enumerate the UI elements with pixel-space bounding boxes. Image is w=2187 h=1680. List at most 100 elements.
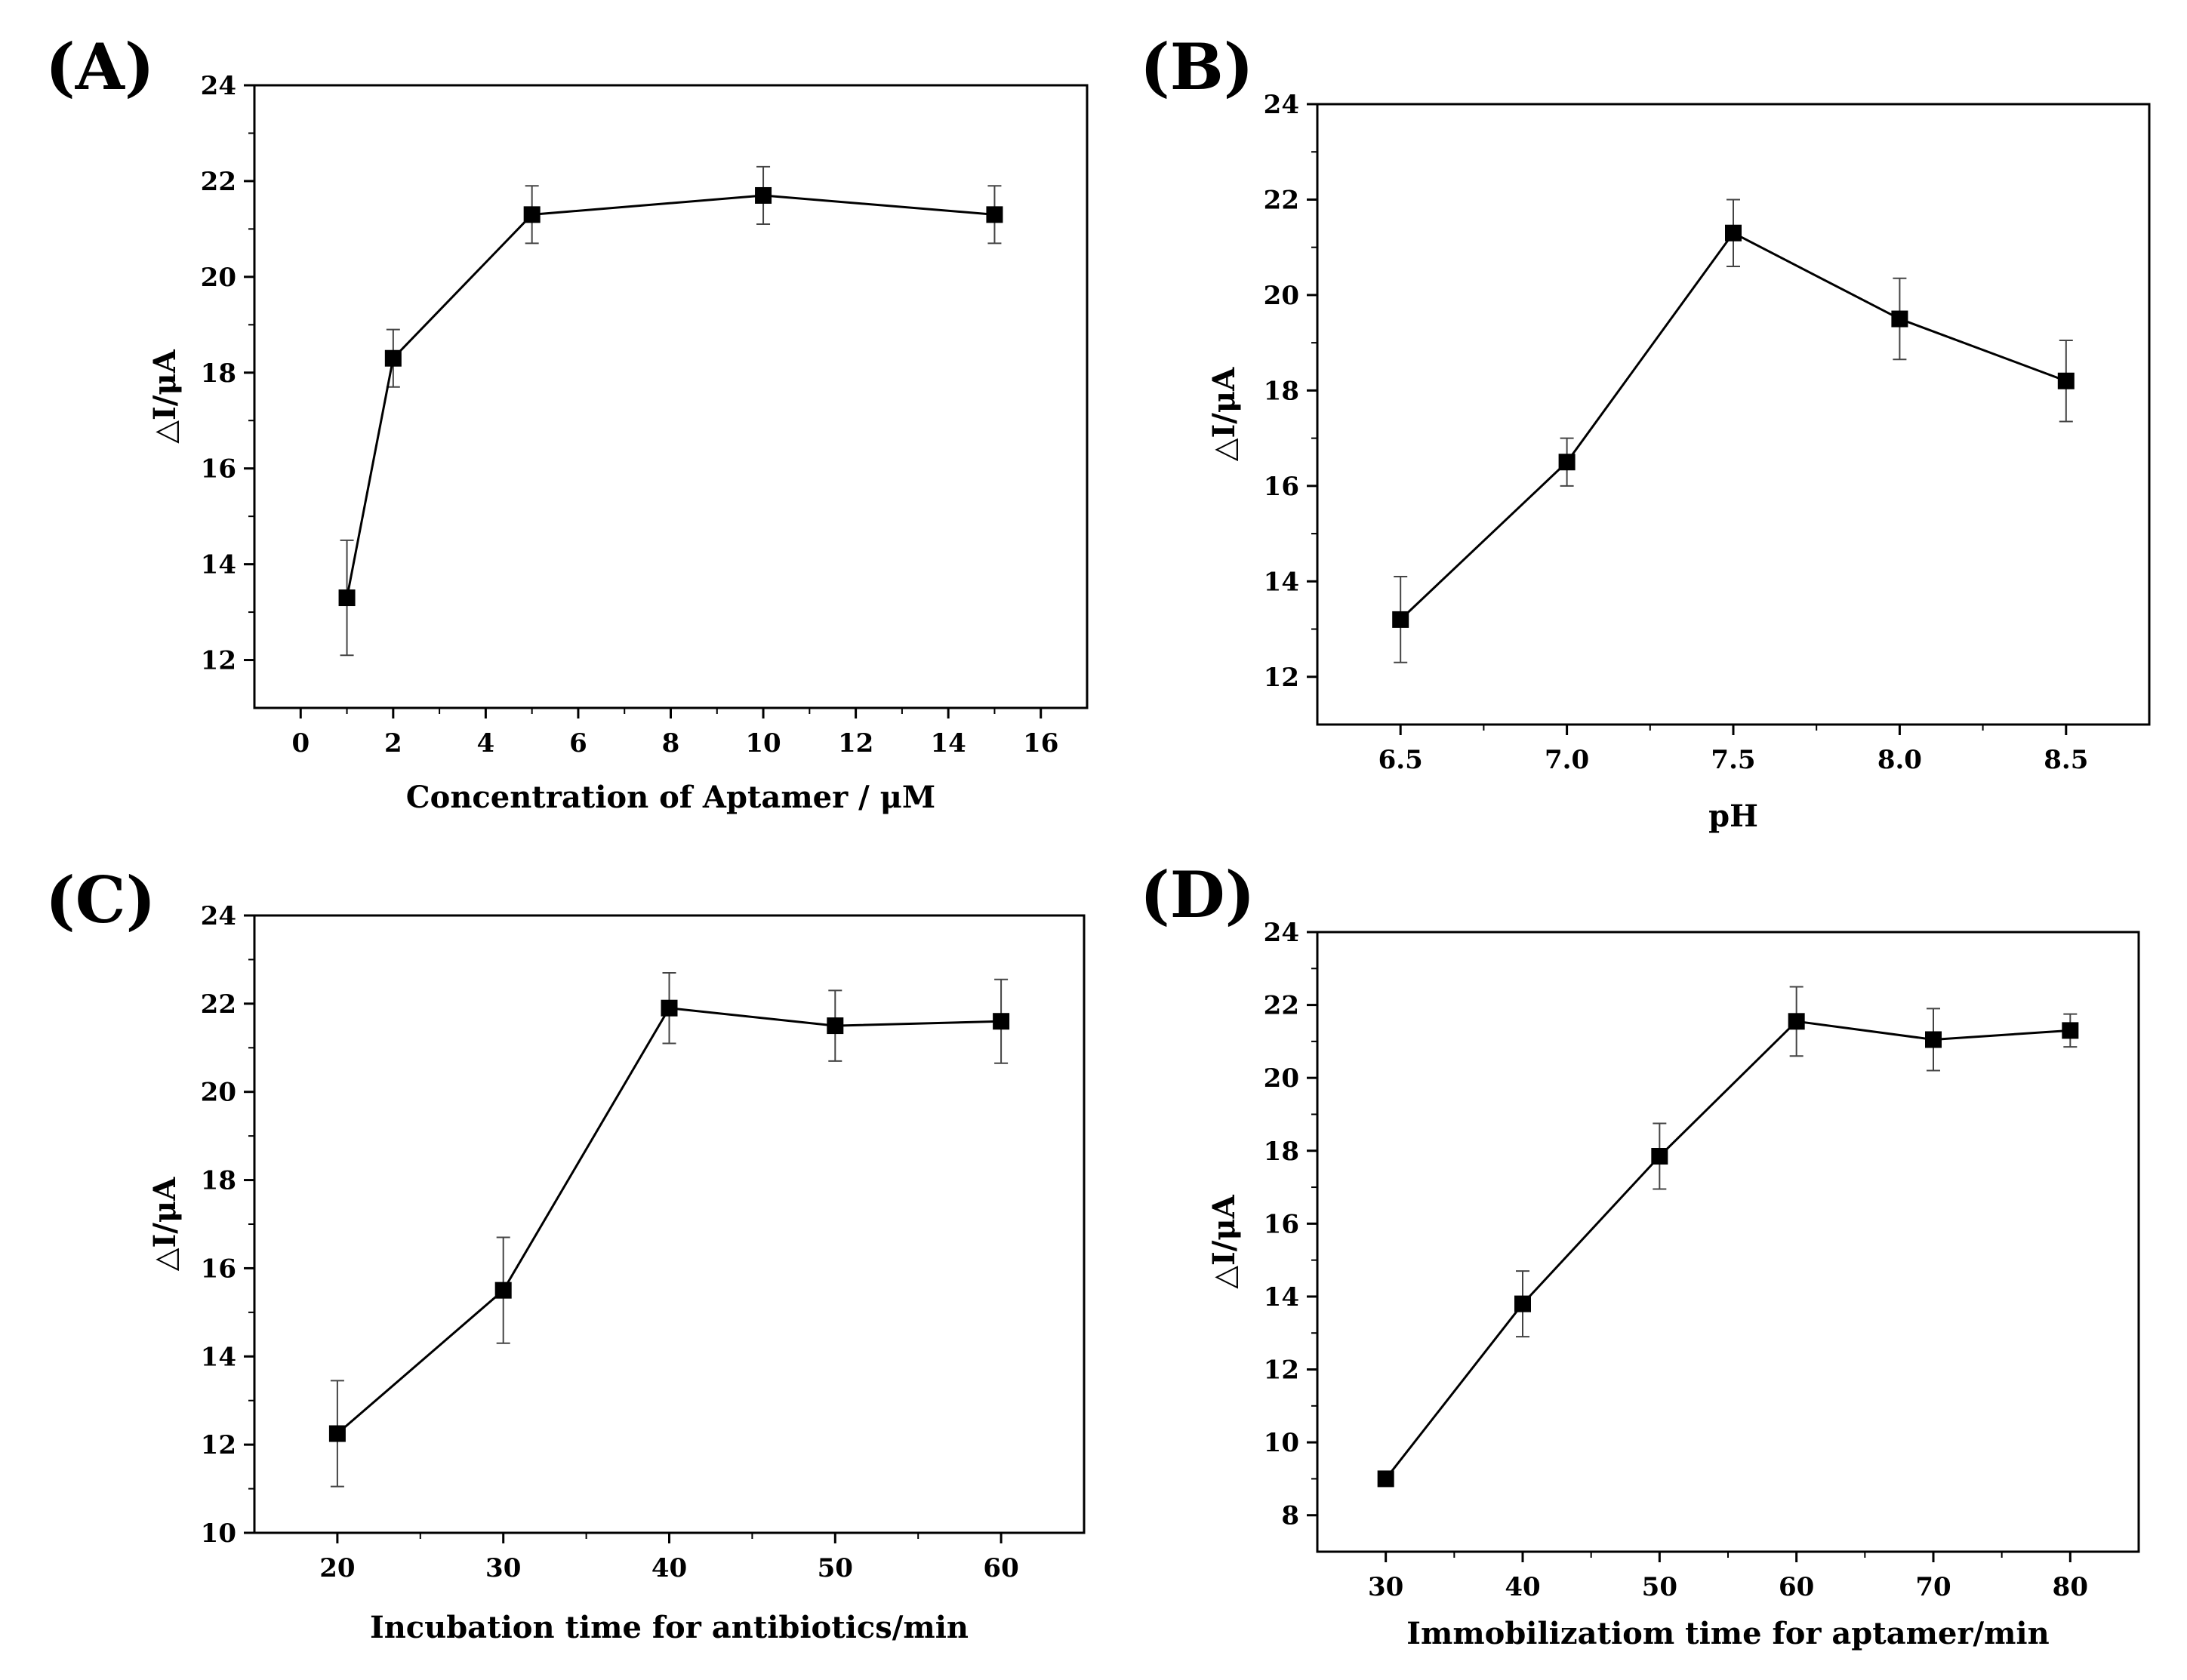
chart-3-xtick-label: 40: [1505, 1572, 1540, 1602]
chart-3-ytick-label: 20: [1264, 1063, 1299, 1094]
panel-b-label: (B): [1140, 29, 1254, 104]
chart-2-ytick-label: 14: [201, 1342, 236, 1372]
chart-c: 20 30 40 50 60 10 12 14 16 18 20 22 24 Incubation tim…: [147, 901, 1086, 1645]
chart-0-data-point: [986, 206, 1003, 223]
chart-3-frame: [1316, 931, 2140, 1553]
chart-3-ytick-label: 10: [1264, 1428, 1299, 1458]
chart-0-xtick-label: 0: [291, 728, 310, 758]
chart-0-ytick-label: 22: [201, 167, 236, 197]
chart-3-data-point: [1788, 1013, 1805, 1030]
panel-c-label: (C): [45, 863, 156, 937]
chart-2-data-point: [328, 1425, 346, 1442]
panel-d-label: (D): [1140, 857, 1255, 932]
chart-1-xtick-label: 8.5: [2044, 745, 2088, 775]
chart-1-frame: [1316, 103, 2151, 726]
chart-3-ytick-label: 24: [1264, 918, 1299, 948]
chart-1-ytick-label: 20: [1264, 281, 1299, 311]
chart-1-x-axis-title: pH: [1708, 798, 1758, 834]
chart-2-data-point: [993, 1013, 1010, 1030]
chart-0-ytick-label: 16: [201, 454, 236, 485]
panel-a: (A) 0 2 4 6 8 10 12 14 1612141618202224Concentra…: [45, 29, 1089, 815]
chart-1-xtick-label: 6.5: [1378, 745, 1423, 775]
chart-2-ytick-label: 16: [201, 1254, 236, 1284]
chart-2-ytick-label: 10: [201, 1518, 236, 1549]
chart-3-data-point: [2062, 1022, 2079, 1039]
chart-2-x-axis-title: Incubation time for antibiotics/min: [370, 1610, 969, 1645]
chart-0-data-point: [523, 206, 541, 223]
chart-3-ytick-label: 16: [1264, 1209, 1299, 1239]
chart-3-xtick-label: 70: [1915, 1572, 1951, 1602]
chart-3-ytick-label: 18: [1264, 1137, 1299, 1167]
chart-3-ytick-label: 22: [1264, 991, 1299, 1021]
chart-1-data-point: [1392, 611, 1409, 628]
chart-3-ytick-label: 14: [1264, 1282, 1299, 1312]
panel-a-label: (A): [45, 29, 155, 104]
chart-1-data-point: [2057, 372, 2075, 389]
chart-3-ytick-label: 8: [1281, 1501, 1299, 1531]
chart-2-data-point: [494, 1282, 512, 1299]
chart-1-xtick-label: 7.5: [1711, 745, 1755, 775]
chart-1-xtick-label: 8.0: [1877, 745, 1922, 775]
chart-2-xtick-label: 50: [818, 1553, 853, 1583]
chart-3-x-axis-title: Immobilizatiom time for aptamer/min: [1406, 1616, 2049, 1651]
chart-3-xtick-label: 50: [1642, 1572, 1677, 1602]
chart-2-xtick-label: 40: [651, 1553, 687, 1583]
panel-c: (C) 20 30 40 50 60 10 12 14 16 18 20 22 24 Incubation…: [45, 863, 1086, 1645]
chart-1-data-point: [1891, 310, 1908, 328]
chart-0-xtick-label: 10: [745, 728, 781, 758]
chart-3-data-point: [1925, 1031, 1942, 1048]
chart-b: 6.5 7.0 7.5 8.0 8.5 12 14 16 18 20 22 24 pH △I/μA: [1206, 90, 2151, 834]
chart-2-y-axis-title: △I/μA: [147, 1177, 183, 1271]
chart-2-ytick-label: 18: [201, 1166, 236, 1196]
chart-0-series-line: [346, 194, 995, 598]
panel-b: (B) 6.5 7.0 7.5 8.0 8.5 12 14 16 18 20 22 24 pH △I/μA: [1140, 29, 2151, 834]
chart-3-xtick-label: 30: [1368, 1572, 1403, 1602]
chart-2-ytick-label: 12: [201, 1430, 236, 1460]
chart-0-ytick-label: 18: [201, 358, 236, 389]
chart-3-data-point: [1377, 1470, 1394, 1488]
chart-0-ytick-label: 12: [201, 646, 236, 676]
chart-2-data-point: [827, 1017, 844, 1035]
chart-2-xtick-label: 60: [983, 1553, 1018, 1583]
chart-0-xtick-label: 12: [838, 728, 873, 758]
chart-0-data-point: [338, 589, 356, 607]
chart-1-ytick-label: 12: [1264, 663, 1299, 693]
chart-1-ytick-label: 24: [1264, 90, 1299, 120]
chart-2-xtick-label: 30: [485, 1553, 521, 1583]
chart-2-xtick-label: 20: [319, 1553, 355, 1583]
chart-0-frame: [253, 84, 1089, 709]
chart-0-ytick-label: 20: [201, 263, 236, 293]
chart-3-series-line: [1385, 1020, 2071, 1480]
chart-d: 30 40 50 60 70 80 8 10 12 14 16 18 20 22 24 Immobilizat…: [1206, 918, 2140, 1651]
chart-0-xtick-label: 6: [569, 728, 587, 758]
chart-2-ytick-label: 22: [201, 989, 236, 1020]
chart-3-y-axis-title: △I/μA: [1206, 1194, 1242, 1288]
chart-3-ytick-label: 12: [1264, 1355, 1299, 1386]
chart-1-ytick-label: 16: [1264, 472, 1299, 502]
chart-1-ytick-label: 14: [1264, 567, 1299, 597]
panel-d: (D) 30 40 50 60 70 80 8 10 12 14 16 18 20 22 24 Immobil…: [1140, 857, 2140, 1651]
chart-0-xtick-label: 14: [931, 728, 966, 758]
chart-0-y-axis-title: △I/μA: [147, 349, 183, 443]
chart-0-xtick-label: 16: [1023, 728, 1058, 758]
chart-1-ytick-label: 22: [1264, 185, 1299, 215]
chart-0-xtick-label: 8: [662, 728, 680, 758]
chart-0-ytick-label: 24: [201, 71, 236, 101]
chart-1-y-axis-title: △I/μA: [1206, 367, 1242, 461]
chart-1-data-point: [1558, 454, 1576, 471]
chart-1-series-line: [1400, 231, 2067, 620]
chart-3-data-point: [1651, 1148, 1668, 1165]
chart-0-data-point: [755, 186, 772, 204]
chart-0-data-point: [384, 349, 402, 367]
chart-0-xtick-label: 4: [477, 728, 495, 758]
chart-2-data-point: [661, 999, 678, 1017]
chart-2-ytick-label: 24: [201, 901, 236, 931]
chart-1-ytick-label: 18: [1264, 376, 1299, 406]
chart-3-xtick-label: 60: [1779, 1572, 1814, 1602]
chart-3-data-point: [1514, 1295, 1531, 1312]
chart-2-ytick-label: 20: [201, 1078, 236, 1108]
chart-1-data-point: [1725, 224, 1742, 242]
chart-0-x-axis-title: Concentration of Aptamer / μM: [406, 780, 935, 815]
chart-3-xtick-label: 80: [2053, 1572, 2088, 1602]
